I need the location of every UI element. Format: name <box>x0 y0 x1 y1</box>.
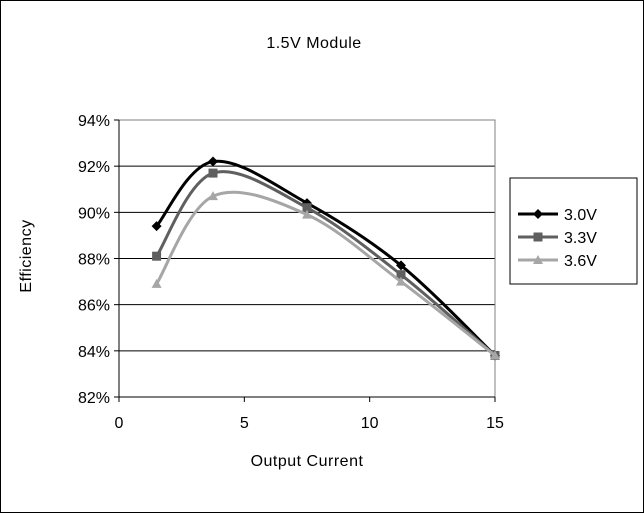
x-tick-label: 0 <box>115 415 124 432</box>
x-tick-label: 10 <box>361 415 379 432</box>
y-axis-ticks: 82% 84% 86% 88% 90% 92% 94% <box>78 113 120 407</box>
legend-entry: 3.3V <box>518 230 597 247</box>
data-point-diamond <box>208 156 218 167</box>
y-axis-title: Efficiency <box>18 219 35 292</box>
series-3.3V <box>152 168 500 360</box>
data-point-diamond <box>396 260 406 271</box>
data-point-square <box>208 168 218 178</box>
data-point-square <box>152 251 162 261</box>
y-tick-label: 90% <box>78 205 110 222</box>
legend: 3.0V 3.3V 3.6V <box>509 177 638 285</box>
y-tick-label: 94% <box>78 113 110 130</box>
legend-entry: 3.0V <box>518 207 597 224</box>
data-point-triangle <box>490 350 500 360</box>
y-tick-label: 82% <box>78 390 110 407</box>
y-tick-label: 86% <box>78 298 110 315</box>
data-point-square <box>302 203 312 213</box>
series-line <box>155 190 496 357</box>
x-axis-ticks: 0 5 10 15 <box>115 396 504 432</box>
x-axis-title: Output Current <box>251 453 364 470</box>
y-tick-label: 88% <box>78 252 110 269</box>
data-point-diamond <box>151 221 162 232</box>
gridlines <box>119 165 495 352</box>
chart-title: 1.5V Module <box>266 35 361 52</box>
data-point-triangle <box>396 276 406 286</box>
y-tick-label: 84% <box>78 344 110 361</box>
legend-label: 3.6V <box>564 253 597 270</box>
legend-label: 3.0V <box>564 207 597 224</box>
legend-box <box>509 177 638 285</box>
legend-entry: 3.6V <box>518 253 597 270</box>
legend-label: 3.3V <box>564 230 597 247</box>
data-point-triangle <box>533 255 543 264</box>
data-point-square <box>533 232 543 242</box>
x-tick-label: 15 <box>486 415 504 432</box>
data-point-diamond <box>533 209 543 219</box>
series-3.6V <box>151 190 500 360</box>
data-point-triangle <box>302 209 312 219</box>
x-tick-label: 5 <box>240 415 249 432</box>
data-point-square <box>396 270 406 280</box>
y-tick-label: 92% <box>78 159 110 176</box>
series-group <box>151 156 500 361</box>
data-point-triangle <box>151 278 162 288</box>
data-point-triangle <box>208 191 218 201</box>
